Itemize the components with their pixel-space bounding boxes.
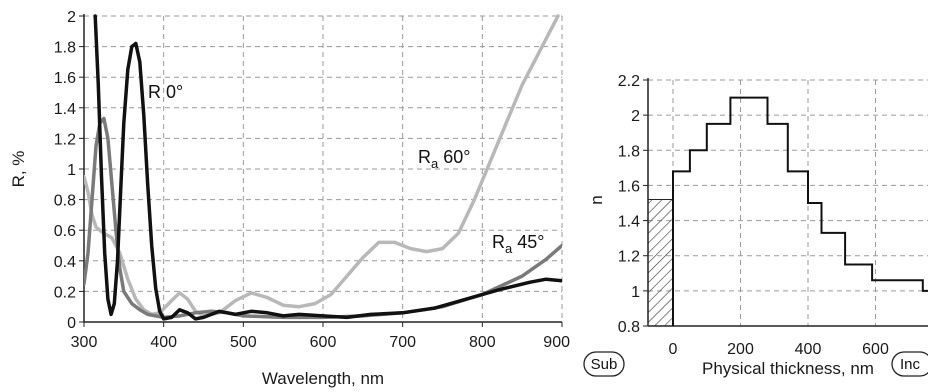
y-tick-label: 1.2: [618, 249, 640, 266]
annotation-ra60-sub: a: [431, 156, 439, 171]
y-tick-label: 0.6: [54, 223, 76, 240]
inc-label: Inc: [900, 356, 921, 373]
y-tick-label: 0.4: [54, 254, 76, 271]
y-tick-label: 0: [67, 315, 76, 332]
y-tick-label: 2.2: [618, 73, 640, 90]
series-line-0: [93, 14, 562, 321]
annotation-ra45: Ra 45°: [492, 232, 544, 256]
x-tick-label: 0: [669, 341, 678, 358]
y-tick-label: 1.6: [618, 178, 640, 195]
annotation-ra60-rest: 60°: [438, 147, 470, 167]
y-axis-title: R, %: [9, 151, 28, 188]
reflectance-chart: 0 0.2 0.4 0.6 0.8 1 1.2 1.4 1.6 1.8 2 300 400 500 600 7…: [9, 9, 570, 388]
x-tick-label: 600: [310, 334, 337, 351]
y-axis-title: n: [587, 195, 606, 204]
x-axis-title: Wavelength, nm: [262, 369, 384, 388]
annotation-ra45-rest: 45°: [512, 232, 544, 252]
y-tick-label: 0.8: [54, 193, 76, 210]
x-axis-title: Physical thickness, nm: [702, 359, 874, 378]
annotation-r0: R 0°: [148, 82, 183, 102]
substrate-region: [647, 198, 674, 327]
annotation-ra45-main: R: [492, 232, 505, 252]
x-tick-label: 300: [71, 334, 98, 351]
y-tick-label: 0.2: [54, 284, 76, 301]
x-tick-label: 600: [862, 341, 889, 358]
x-tick-label: 200: [727, 341, 754, 358]
y-tick-label: 1.8: [618, 143, 640, 160]
y-tick-label: 2: [67, 9, 76, 26]
y-tick-label: 1.4: [54, 101, 76, 118]
sub-label: Sub: [591, 356, 618, 373]
y-tick-label: 2: [631, 108, 640, 125]
x-tick-label: 500: [230, 334, 257, 351]
sub-pill: [583, 351, 625, 377]
y-tick-label: 1.8: [54, 40, 76, 57]
y-tick-label: 1: [67, 162, 76, 179]
x-tick-label: 400: [150, 334, 177, 351]
x-tick-label: 900: [543, 334, 570, 351]
x-tick-label: 700: [389, 334, 416, 351]
inc-pill: [891, 351, 928, 377]
x-tick-label: 400: [795, 341, 822, 358]
y-tick-label: 1.2: [54, 131, 76, 148]
y-tick-label: 1.6: [54, 70, 76, 87]
y-tick-label: 1: [631, 284, 640, 301]
annotation-ra60: Ra 60°: [418, 147, 470, 171]
annotation-ra60-main: R: [418, 147, 431, 167]
index-profile-line: [672, 96, 928, 326]
x-tick-label: 800: [469, 334, 496, 351]
y-tick-label: 1.4: [618, 214, 640, 231]
annotation-ra45-sub: a: [505, 241, 513, 256]
y-tick-label: 0.8: [618, 319, 640, 336]
